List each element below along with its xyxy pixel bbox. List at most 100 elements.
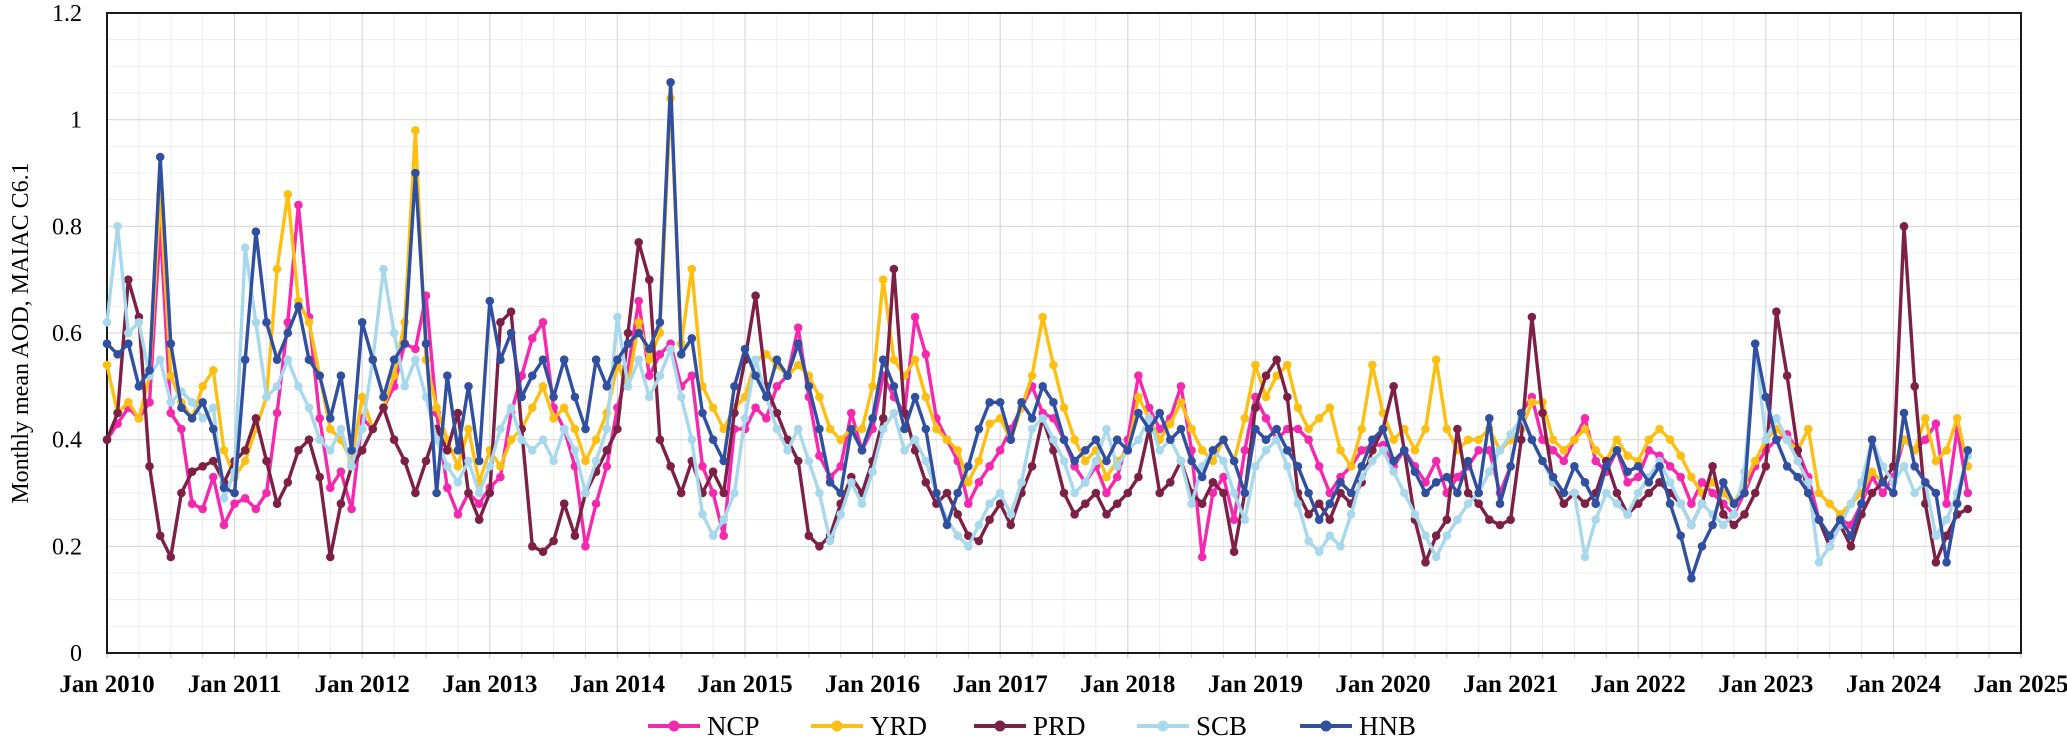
series-HNB-point	[1697, 542, 1707, 551]
series-PRD-point	[1527, 312, 1537, 322]
series-YRD-point	[1463, 435, 1473, 445]
series-HNB-point	[1485, 414, 1494, 423]
series-PRD-point	[559, 499, 569, 509]
series-SCB-point	[166, 398, 176, 407]
series-PRD-point	[772, 408, 782, 418]
series-SCB-point	[1251, 462, 1260, 471]
series-YRD-point	[868, 382, 877, 391]
series-PRD-point	[1899, 222, 1909, 231]
series-PRD-point	[602, 446, 612, 455]
series-YRD-point	[1049, 360, 1058, 370]
series-SCB-point	[1400, 488, 1409, 498]
series-YRD-point	[1304, 424, 1313, 434]
series-NCP-point	[836, 462, 845, 471]
legend-label-SCB: SCB	[1196, 711, 1247, 741]
series-HNB-point	[857, 446, 867, 455]
series-HNB-point	[155, 152, 165, 162]
series-YRD-point	[283, 190, 293, 199]
series-YRD-point	[815, 392, 824, 402]
series-YRD-point	[389, 371, 399, 381]
series-PRD-point	[613, 424, 622, 434]
series-HNB-point	[1251, 424, 1260, 434]
series-SCB-point	[1272, 435, 1281, 445]
series-NCP-point	[1644, 446, 1654, 455]
series-HNB-point	[1516, 408, 1526, 418]
series-SCB-point	[1219, 456, 1228, 466]
series-YRD-point	[1314, 414, 1324, 423]
series-YRD-point	[1655, 424, 1664, 434]
series-HNB-point	[1952, 499, 1962, 509]
series-PRD-point	[283, 478, 293, 487]
series-HNB-point	[336, 371, 346, 381]
series-YRD-point	[1346, 462, 1356, 471]
series-NCP-point	[964, 499, 973, 509]
series-NCP-point	[847, 408, 856, 418]
plot-border	[106, 12, 2022, 654]
series-HNB-point	[1421, 488, 1430, 498]
series-HNB-point	[666, 78, 675, 87]
series-NCP-point	[645, 371, 654, 381]
series-SCB-point	[1176, 456, 1186, 466]
series-NCP-point	[1304, 435, 1313, 445]
series-NCP-point	[1219, 472, 1228, 482]
series-SCB-point	[1134, 435, 1143, 445]
series-HNB-point	[1602, 462, 1611, 471]
legend-marker-dot	[1320, 720, 1332, 732]
series-PRD-point	[1772, 307, 1781, 317]
series-PRD-point	[1782, 371, 1792, 381]
series-HNB-point	[676, 350, 686, 359]
series-NCP-point	[187, 499, 197, 509]
series-PRD-point	[1272, 355, 1281, 365]
series-SCB-point	[878, 424, 888, 434]
series-SCB-point	[1346, 510, 1356, 519]
series-SCB-point	[1453, 515, 1462, 524]
series-PRD-point	[1421, 558, 1430, 567]
series-HNB-point	[1389, 456, 1398, 466]
series-PRD-point	[1336, 488, 1345, 498]
series-YRD-point	[825, 424, 835, 434]
series-PRD-point	[1644, 488, 1654, 498]
series-NCP-point	[634, 296, 643, 306]
series-SCB-point	[1602, 488, 1611, 498]
series-PRD-point	[528, 542, 537, 551]
series-PRD-point	[166, 552, 176, 562]
series-NCP-point	[219, 520, 229, 530]
series-SCB-point	[1633, 488, 1643, 498]
series-HNB-point	[942, 520, 952, 530]
series-HNB-point	[1495, 499, 1505, 509]
series-PRD-point	[411, 488, 420, 498]
series-HNB-point	[719, 456, 728, 466]
series-YRD-point	[1527, 398, 1537, 407]
series-NCP-point	[1474, 446, 1483, 455]
series-HNB-point	[474, 456, 484, 466]
series-PRD-point	[623, 328, 633, 338]
series-HNB-point	[1144, 424, 1154, 434]
series-NCP-point	[145, 398, 154, 407]
series-PRD-point	[878, 414, 888, 423]
series-HNB-point	[836, 488, 845, 498]
series-SCB-point	[1814, 558, 1824, 567]
series-SCB-point	[1081, 478, 1090, 487]
series-NCP-point	[496, 472, 505, 482]
series-PRD-point	[1740, 510, 1749, 519]
series-HNB-point	[1453, 488, 1462, 498]
series-NCP-point	[1421, 478, 1430, 487]
series-HNB-point	[889, 382, 899, 391]
series-HNB-point	[251, 227, 261, 236]
legend-label-YRD: YRD	[870, 711, 927, 741]
series-PRD-point	[145, 462, 154, 471]
series-HNB-point	[102, 339, 112, 349]
series-HNB-point	[1463, 456, 1473, 466]
series-HNB-point	[1633, 462, 1643, 471]
legend-label-PRD: PRD	[1033, 711, 1086, 741]
series-HNB-point	[687, 334, 697, 343]
series-SCB-point	[815, 488, 824, 498]
series-PRD-point	[1059, 488, 1069, 498]
series-YRD-point	[1644, 435, 1654, 445]
series-NCP-point	[708, 488, 718, 498]
series-HNB-point	[698, 408, 707, 418]
series-SCB-point	[1102, 424, 1111, 434]
series-PRD-point	[1389, 382, 1398, 391]
series-NCP-point	[1197, 552, 1207, 562]
